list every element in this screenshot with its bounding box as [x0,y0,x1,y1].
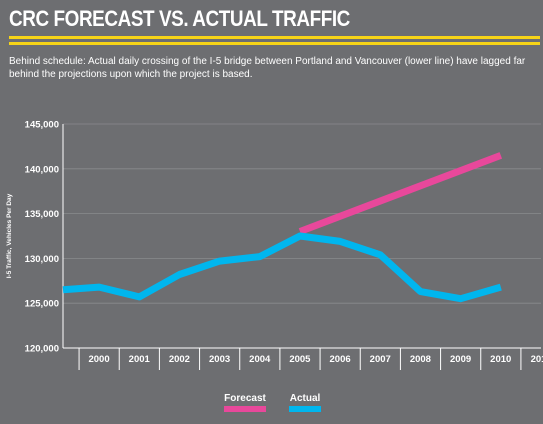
x-tick-label-2011: 2011 [531,354,543,365]
title-rule-bottom [9,42,540,45]
x-tick-label-2005: 2005 [289,354,311,365]
series-line-forecast [298,152,503,235]
legend-label-actual: Actual [290,393,321,404]
x-tick-label-2007: 2007 [370,354,391,365]
chart-subtitle: Behind schedule: Actual daily crossing o… [9,56,526,80]
x-tick-label-2010: 2010 [490,354,511,365]
y-tick-label-125000: 125,000 [25,299,59,310]
x-tick-label-2000: 2000 [88,354,109,365]
axes [62,124,541,370]
y-tick-label-120000: 120,000 [25,344,59,355]
x-tick-label-2002: 2002 [169,354,190,365]
x-tick-labels: 2000 2001 2002 2003 2004 2005 2006 2007 2008 2009… [88,354,543,365]
x-tick-label-2006: 2006 [330,354,351,365]
legend: Forecast Actual [224,393,321,412]
x-tick-label-2009: 2009 [450,354,471,365]
legend-swatch-forecast [224,406,266,412]
x-tick-label-2004: 2004 [249,354,271,365]
x-tick-label-2008: 2008 [410,354,431,365]
y-tick-labels: 120,000 125,000 130,000 135,000 140,000 145,0… [25,120,59,355]
y-axis-label: I-5 Traffic, Vehicles Per Day [6,193,13,278]
y-tick-label-140000: 140,000 [25,164,59,175]
x-tick-label-2003: 2003 [209,354,230,365]
legend-swatch-actual [289,406,321,412]
series-line-actual [62,232,502,303]
chart-title: CRC FORECAST VS. ACTUAL TRAFFIC [9,6,350,31]
title-rule-top [9,36,540,39]
legend-label-forecast: Forecast [224,393,266,404]
gridlines [63,123,541,304]
y-tick-label-145000: 145,000 [25,120,59,131]
series-lines [62,152,503,303]
x-tick-label-2001: 2001 [129,354,151,365]
y-tick-label-130000: 130,000 [25,254,59,265]
y-tick-label-135000: 135,000 [25,209,59,220]
